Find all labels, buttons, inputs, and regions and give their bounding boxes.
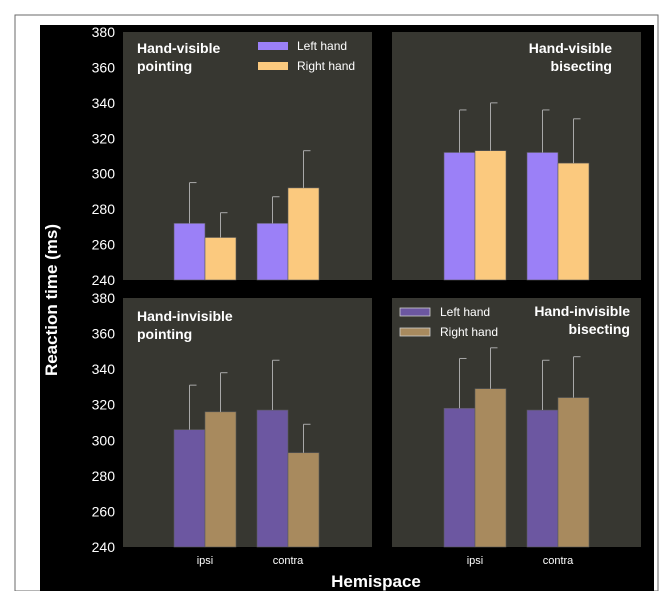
y-tick-label: 320	[92, 130, 116, 146]
legend-label: Left hand	[297, 39, 347, 53]
y-tick-label: 300	[92, 432, 116, 448]
y-tick-label: 300	[92, 166, 116, 182]
bar-right-hand-ipsi	[204, 411, 237, 548]
y-tick-label: 380	[92, 24, 116, 40]
panel-3: 240 260 280 300 320 340 360 380 Hand-invisible po…	[92, 290, 372, 567]
x-tick-label: contra	[543, 555, 574, 567]
legend-label: Right hand	[440, 325, 498, 339]
x-tick-label: contra	[273, 555, 304, 567]
legend-swatch	[258, 42, 288, 50]
panel-background	[392, 298, 641, 547]
bar-left-hand-ipsi	[443, 152, 476, 281]
x-tick-label: ipsi	[197, 555, 214, 567]
panel-background	[123, 32, 372, 280]
legend-label: Left hand	[440, 305, 490, 319]
bar-right-hand-contra	[287, 452, 320, 548]
y-tick-label: 360	[92, 59, 116, 75]
bar-left-hand-ipsi	[443, 407, 476, 548]
panel-title: Hand-invisible bisecting	[534, 303, 630, 337]
panel-title: Hand-visible bisecting	[529, 40, 612, 74]
bar-right-hand-contra	[557, 162, 590, 281]
y-tick-label: 240	[92, 539, 116, 555]
bar-right-hand-contra	[557, 397, 590, 548]
legend-swatch	[399, 327, 431, 337]
bar-left-hand-contra	[526, 409, 559, 548]
bar-right-hand-contra	[287, 187, 320, 281]
legend-label: Right hand	[297, 59, 355, 73]
legend-swatch	[399, 307, 431, 317]
y-tick-label: 320	[92, 397, 116, 413]
y-tick-label: 340	[92, 361, 116, 377]
y-tick-label: 260	[92, 237, 116, 253]
panel-2: Hand-visible bisecting	[392, 32, 641, 281]
panel-title: Hand-visible pointing	[137, 40, 220, 74]
bar-left-hand-contra	[256, 223, 289, 281]
bar-right-hand-ipsi	[474, 388, 507, 548]
panel-background	[392, 32, 641, 280]
y-tick-label: 280	[92, 201, 116, 217]
y-tick-label: 260	[92, 503, 116, 519]
x-axis-label: Hemispace	[331, 572, 421, 591]
y-tick-label: 380	[92, 290, 116, 306]
y-tick-label: 360	[92, 326, 116, 342]
panel-background	[123, 298, 372, 547]
bar-left-hand-ipsi	[173, 223, 206, 281]
bar-left-hand-contra	[526, 152, 559, 281]
bar-left-hand-ipsi	[173, 429, 206, 548]
y-tick-label: 280	[92, 468, 116, 484]
panel-1: 240 260 280 300 320 340 360 380 Hand-visible poin…	[92, 24, 372, 288]
bar-left-hand-contra	[256, 409, 289, 548]
y-tick-label: 240	[92, 272, 116, 288]
y-tick-label: 340	[92, 95, 116, 111]
panel-4: Hand-invisible bisecting ipsi contra Left ha…	[392, 298, 641, 567]
bar-right-hand-ipsi	[204, 237, 237, 281]
y-axis-label: Reaction time (ms)	[42, 224, 61, 376]
x-tick-label: ipsi	[467, 555, 484, 567]
bar-right-hand-ipsi	[474, 150, 507, 281]
legend-swatch	[258, 62, 288, 70]
panel-title: Hand-invisible pointing	[137, 308, 233, 342]
